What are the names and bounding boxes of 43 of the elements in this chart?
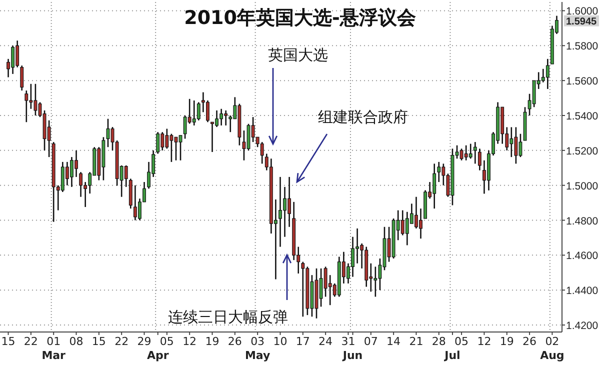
x-tick-label: 03 May <box>244 335 270 362</box>
x-tick-label: 12 <box>477 335 492 348</box>
x-tick-label: 28 <box>432 335 446 348</box>
y-tick-label: 1.4600 <box>566 250 598 262</box>
y-tick-label: 1.5800 <box>566 40 598 53</box>
y-tick-label: 1.4800 <box>566 215 598 228</box>
x-tick-label: 14 <box>386 335 401 348</box>
x-tick-label: 19 <box>205 335 220 348</box>
x-tick-label: 07 <box>364 335 378 348</box>
x-tick-label: 19 <box>500 335 514 348</box>
x-tick-label: 26 <box>522 335 537 348</box>
x-tick-label: 22 <box>114 335 129 348</box>
x-tick-label: 31 <box>341 335 356 348</box>
chart-title: 2010年英国大选-悬浮议会 <box>184 7 417 29</box>
y-tick-label: 1.5400 <box>566 110 598 122</box>
annotation: 连续三日大幅反弹 <box>168 308 288 326</box>
x-tick-label: 01 Mar <box>42 335 66 362</box>
y-tick-label: 1.6000 <box>566 6 598 18</box>
y-tick-label: 1.5600 <box>566 76 598 88</box>
x-tick-label: 24 <box>318 335 333 348</box>
x-tick-label: 10 <box>273 335 288 348</box>
price-label: 1.5945 <box>564 15 599 28</box>
x-tick-label: Jul <box>444 349 460 362</box>
y-tick-label: 1.5200 <box>566 145 598 158</box>
annotation: 英国大选 <box>268 46 328 64</box>
y-tick-label: 1.4200 <box>566 320 598 332</box>
x-tick-label: Apr <box>146 349 170 362</box>
y-tick-label: 1.4400 <box>566 285 598 298</box>
x-tick-label: 17 <box>296 335 310 348</box>
x-tick-label: 29 <box>137 335 152 348</box>
x-tick-label: Jun <box>342 349 363 362</box>
y-tick-label: 1.5000 <box>566 180 598 192</box>
x-tick-label: 05 <box>454 335 469 348</box>
x-tick-label: 02 Aug <box>540 335 564 362</box>
x-tick-label: 08 <box>69 335 84 348</box>
x-tick-label: 22 <box>24 335 38 348</box>
x-tick-label: 15 <box>92 335 106 348</box>
x-tick-label: 21 <box>409 335 424 348</box>
x-tick-label: 12 <box>182 335 197 348</box>
x-tick-label: 15 <box>1 335 16 348</box>
x-tick-label: 05 <box>160 335 174 348</box>
annotation: 组建联合政府 <box>318 108 408 126</box>
x-tick-label: 26 <box>228 335 242 348</box>
